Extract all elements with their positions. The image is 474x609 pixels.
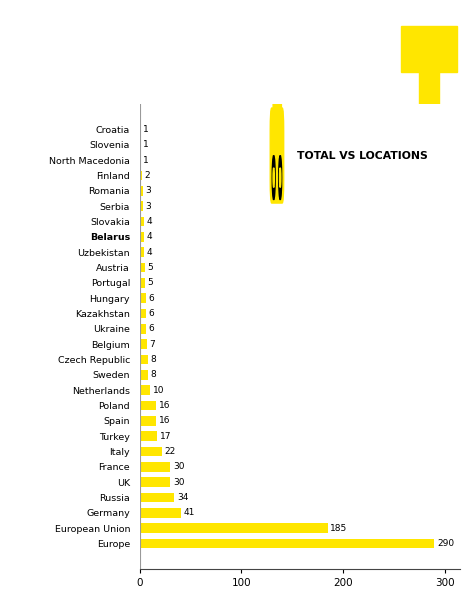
FancyBboxPatch shape bbox=[270, 108, 283, 203]
Bar bbox=[140, 232, 144, 242]
Text: 6: 6 bbox=[148, 294, 154, 303]
Text: 1: 1 bbox=[143, 125, 149, 134]
Bar bbox=[140, 523, 328, 533]
Bar bbox=[140, 493, 174, 502]
Bar bbox=[140, 324, 146, 334]
Bar bbox=[419, 72, 439, 115]
Bar bbox=[140, 262, 145, 272]
Circle shape bbox=[280, 168, 281, 188]
FancyBboxPatch shape bbox=[273, 76, 282, 157]
Bar bbox=[140, 294, 146, 303]
Bar bbox=[140, 416, 156, 426]
Text: 4: 4 bbox=[146, 248, 152, 256]
Text: 10: 10 bbox=[153, 385, 164, 395]
Circle shape bbox=[273, 168, 274, 188]
Text: 8: 8 bbox=[150, 355, 156, 364]
Text: 16: 16 bbox=[159, 401, 170, 410]
Bar bbox=[140, 186, 143, 195]
Text: 16: 16 bbox=[159, 417, 170, 425]
Text: 30: 30 bbox=[173, 477, 184, 487]
Text: 34: 34 bbox=[177, 493, 188, 502]
Text: 1: 1 bbox=[143, 156, 149, 164]
Text: 3: 3 bbox=[146, 202, 151, 211]
Text: and Production Plants in Europe: and Production Plants in Europe bbox=[19, 57, 253, 71]
Bar bbox=[140, 385, 150, 395]
Bar bbox=[140, 508, 182, 518]
Bar bbox=[140, 539, 434, 548]
Bar bbox=[140, 447, 162, 456]
Circle shape bbox=[272, 155, 275, 200]
Text: 1: 1 bbox=[143, 140, 149, 149]
Text: 7: 7 bbox=[149, 340, 155, 348]
Text: 5: 5 bbox=[147, 278, 153, 287]
Bar bbox=[140, 155, 141, 165]
Text: 6: 6 bbox=[148, 325, 154, 333]
Text: 4: 4 bbox=[146, 217, 152, 226]
Text: 4: 4 bbox=[146, 232, 152, 241]
Bar bbox=[140, 401, 156, 410]
Text: 8: 8 bbox=[150, 370, 156, 379]
Bar bbox=[140, 462, 170, 471]
Bar bbox=[140, 125, 141, 134]
Text: 17: 17 bbox=[160, 432, 171, 441]
Text: The Number of Automobile Assembly: The Number of Automobile Assembly bbox=[19, 22, 292, 37]
Bar bbox=[140, 354, 148, 364]
Bar bbox=[140, 370, 148, 379]
Text: TOTAL VS LOCATIONS: TOTAL VS LOCATIONS bbox=[297, 150, 428, 161]
Bar bbox=[140, 339, 147, 349]
Bar bbox=[140, 202, 143, 211]
Text: 185: 185 bbox=[330, 524, 347, 533]
Bar bbox=[140, 278, 145, 287]
Text: 22: 22 bbox=[164, 447, 176, 456]
Text: 2: 2 bbox=[145, 171, 150, 180]
Circle shape bbox=[279, 155, 282, 200]
Text: 30: 30 bbox=[173, 462, 184, 471]
Bar bbox=[140, 247, 144, 257]
Text: 3: 3 bbox=[146, 186, 151, 195]
Bar bbox=[140, 140, 141, 150]
Bar bbox=[140, 171, 142, 180]
Text: 41: 41 bbox=[184, 509, 195, 517]
Bar bbox=[401, 26, 457, 72]
Bar bbox=[140, 477, 170, 487]
Text: 6: 6 bbox=[148, 309, 154, 318]
Text: 5: 5 bbox=[147, 263, 153, 272]
Text: 290: 290 bbox=[437, 539, 454, 548]
Bar bbox=[140, 309, 146, 319]
Bar bbox=[140, 431, 157, 441]
Bar bbox=[140, 217, 144, 226]
